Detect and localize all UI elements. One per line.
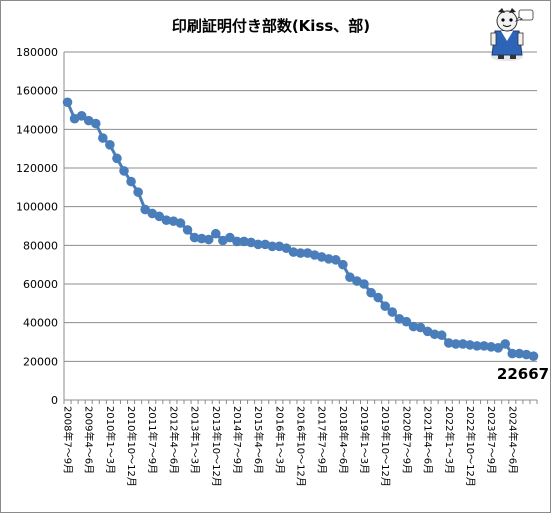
data-point	[225, 232, 235, 243]
data-point	[281, 243, 292, 254]
x-tick-label: 2017年7～9月	[316, 406, 329, 474]
data-point	[105, 140, 115, 150]
x-tick-label: 2024年4～6月	[506, 406, 519, 474]
last-value-annotation: 22667	[497, 365, 549, 383]
data-point	[140, 204, 150, 215]
x-tick-label: 2019年10～12月	[379, 406, 392, 487]
data-point	[338, 259, 348, 270]
data-point	[500, 339, 511, 349]
x-tick-label: 2021年4～6月	[422, 406, 435, 474]
x-tick-label: 2022年1～3月	[443, 406, 456, 474]
y-tick-label: 0	[51, 394, 58, 407]
data-point	[203, 234, 214, 245]
data-point	[210, 228, 221, 239]
grid-lines	[63, 51, 537, 401]
data-point	[133, 187, 143, 197]
data-point	[288, 247, 299, 257]
x-tick-label: 2018年4～6月	[337, 406, 350, 474]
x-tick-label: 2019年1～3月	[358, 406, 371, 474]
data-point	[493, 343, 503, 353]
data-point	[486, 342, 496, 352]
data-point	[429, 329, 440, 340]
x-tick-label: 2013年1～3月	[189, 406, 202, 474]
x-tick-label: 2023年7～9月	[485, 406, 498, 474]
data-point	[415, 322, 426, 333]
y-tick-label: 20000	[23, 355, 58, 368]
y-tick-label: 60000	[23, 278, 58, 291]
data-point	[443, 338, 454, 348]
data-point	[359, 279, 369, 289]
y-tick-label: 120000	[16, 162, 58, 175]
data-point	[465, 340, 475, 350]
data-point	[182, 225, 193, 235]
x-tick-label: 2010年10～12月	[125, 406, 138, 487]
data-point	[267, 241, 278, 252]
data-point	[401, 316, 412, 327]
data-point	[189, 232, 200, 243]
data-point	[175, 218, 186, 228]
x-axis	[63, 400, 538, 404]
data-point	[472, 341, 482, 351]
y-tick-label: 40000	[23, 317, 58, 330]
data-point	[387, 307, 398, 317]
data-point	[253, 239, 263, 250]
data-point	[479, 341, 489, 351]
data-point	[330, 255, 341, 265]
series-line	[66, 101, 534, 358]
series-line-group	[66, 101, 534, 358]
data-point	[126, 176, 136, 187]
y-axis-ticks: 0 20000 40000 60000 80000 100000 120000 140000 1…	[16, 46, 58, 407]
x-tick-label: 2009年4～6月	[83, 406, 96, 474]
data-point	[323, 254, 334, 264]
x-tick-label: 2012年4～6月	[167, 406, 180, 474]
data-point	[161, 215, 172, 225]
data-point	[62, 97, 73, 108]
x-tick-label: 2013年10～12月	[210, 406, 223, 487]
data-point	[451, 339, 461, 349]
data-point	[528, 351, 539, 361]
data-point	[436, 330, 447, 341]
y-tick-label: 80000	[23, 239, 58, 252]
y-tick-label: 180000	[16, 46, 58, 59]
data-point	[196, 233, 207, 244]
data-point	[90, 118, 101, 129]
x-tick-label: 2022年10～12月	[464, 406, 477, 487]
data-point	[380, 301, 391, 312]
x-tick-label: 2010年1～3月	[104, 406, 117, 474]
data-point	[295, 248, 306, 258]
x-tick-label: 2011年7～9月	[146, 406, 159, 474]
data-point	[76, 111, 87, 121]
data-point	[232, 236, 242, 247]
x-tick-label: 2008年7～9月	[62, 406, 75, 474]
data-point	[98, 133, 108, 143]
y-tick-label: 100000	[16, 201, 58, 214]
data-point	[366, 287, 376, 298]
data-point	[507, 348, 518, 359]
x-tick-label: 2015年4～6月	[252, 406, 265, 474]
data-point	[154, 211, 165, 222]
x-tick-label: 2016年10～12月	[295, 406, 308, 487]
data-point	[408, 321, 419, 332]
data-points	[62, 97, 539, 361]
data-point	[345, 272, 355, 283]
mascot-character-icon	[490, 8, 534, 61]
data-point	[119, 166, 129, 176]
x-axis-ticks: 2008年7～9月 2009年4～6月 2010年1～3月 2010年10～12月 20…	[62, 406, 520, 487]
data-point	[239, 236, 249, 247]
x-tick-label: 2016年1～3月	[273, 406, 286, 474]
y-tick-label: 140000	[16, 123, 58, 136]
data-point	[373, 292, 383, 303]
data-point	[458, 339, 468, 349]
x-tick-label: 2014年7～9月	[231, 406, 244, 474]
data-point	[112, 153, 122, 164]
chart-title: 印刷証明付き部数(Kiss、部)	[172, 17, 370, 35]
y-tick-label: 160000	[16, 85, 58, 98]
data-point	[514, 348, 525, 359]
x-tick-label: 2020年7～9月	[400, 406, 413, 474]
